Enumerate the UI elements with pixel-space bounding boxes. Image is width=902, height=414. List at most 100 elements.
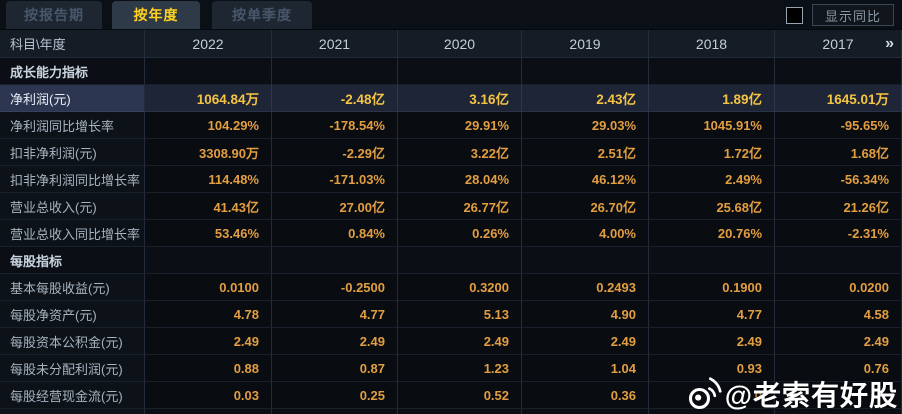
table-row[interactable]: 营业总收入(元) 41.43亿 27.00亿 26.77亿 26.70亿 25.68亿 21…	[0, 193, 902, 220]
section-row: 成长能力指标	[0, 58, 902, 85]
table-body: 成长能力指标 净利润(元) 1064.84万 -2.48亿 3.16亿 2.43亿 1.89…	[0, 58, 902, 409]
row-label: 每股指标	[0, 247, 145, 274]
cell-value: 4.58	[775, 301, 902, 328]
yoy-controls: 显示同比	[785, 3, 894, 27]
cell-value: 0.3200	[398, 274, 522, 301]
cell-value: 0.93	[649, 355, 775, 382]
cell-value	[522, 58, 649, 85]
row-label: 每股经营现金流(元)	[0, 382, 145, 409]
cell-value: 41.43亿	[145, 193, 272, 220]
row-label: 营业总收入(元)	[0, 193, 145, 220]
cell-value: 2.49	[272, 328, 398, 355]
cell-value: 21.26亿	[775, 193, 902, 220]
show-yoy-checkbox[interactable]	[785, 6, 803, 24]
cell-value: 2.49%	[649, 166, 775, 193]
cell-value: 2.49	[775, 328, 902, 355]
cell-value: 3308.90万	[145, 139, 272, 166]
tab-annual[interactable]: 按年度	[112, 1, 200, 29]
cell-value: -95.65%	[775, 112, 902, 139]
year-header-2017[interactable]: 2017 »	[775, 30, 902, 58]
cell-value: 26.77亿	[398, 193, 522, 220]
year-header-2020[interactable]: 2020	[398, 30, 522, 58]
table-row[interactable]: 扣非净利润同比增长率 114.48% -171.03% 28.04% 46.12% 2.4…	[0, 166, 902, 193]
cell-value: 1.04	[522, 355, 649, 382]
cell-value: 25.68亿	[649, 193, 775, 220]
cell-value: 0.87	[272, 355, 398, 382]
row-label: 扣非净利润(元)	[0, 139, 145, 166]
table-row[interactable]: 每股经营现金流(元) 0.03 0.25 0.52 0.36 0	[0, 382, 902, 409]
table-row[interactable]: 净利润(元) 1064.84万 -2.48亿 3.16亿 2.43亿 1.89亿 1645.…	[0, 85, 902, 112]
cell-value: 114.48%	[145, 166, 272, 193]
cell-value: -2.48亿	[272, 85, 398, 112]
tab-report-period[interactable]: 按报告期	[6, 1, 102, 29]
cell-value: 2.49	[145, 328, 272, 355]
cell-value: 1045.91%	[649, 112, 775, 139]
cell-value: 0.26%	[398, 220, 522, 247]
cell-value: 5.13	[398, 301, 522, 328]
cell-value: 1.89亿	[649, 85, 775, 112]
cell-value: 1.23	[398, 355, 522, 382]
cell-value: 20.76%	[649, 220, 775, 247]
cell-value	[272, 58, 398, 85]
row-label: 每股资本公积金(元)	[0, 328, 145, 355]
cell-value	[775, 247, 902, 274]
cell-value: 3.16亿	[398, 85, 522, 112]
table-row[interactable]: 营业总收入同比增长率 53.46% 0.84% 0.26% 4.00% 20.76% -2.…	[0, 220, 902, 247]
row-label: 成长能力指标	[0, 58, 145, 85]
more-years-icon[interactable]: »	[885, 34, 894, 52]
table-row[interactable]: 每股资本公积金(元) 2.49 2.49 2.49 2.49 2.49 2.49	[0, 328, 902, 355]
table-row[interactable]: 每股未分配利润(元) 0.88 0.87 1.23 1.04 0.93 0.76	[0, 355, 902, 382]
year-header-2019[interactable]: 2019	[522, 30, 649, 58]
cell-value: -178.54%	[272, 112, 398, 139]
cell-value: -0.2500	[272, 274, 398, 301]
cell-value: 104.29%	[145, 112, 272, 139]
cell-value	[272, 247, 398, 274]
table-row[interactable]: 净利润同比增长率 104.29% -178.54% 29.91% 29.03% 1045.…	[0, 112, 902, 139]
cell-value: 2.43亿	[522, 85, 649, 112]
table-row[interactable]: 基本每股收益(元) 0.0100 -0.2500 0.3200 0.2493 0.1900…	[0, 274, 902, 301]
cell-value: 1.72亿	[649, 139, 775, 166]
cell-value: 4.90	[522, 301, 649, 328]
cell-value: -2.29亿	[272, 139, 398, 166]
year-header-2017-label: 2017	[822, 35, 854, 52]
cell-value	[649, 58, 775, 85]
cell-value: 4.00%	[522, 220, 649, 247]
row-label: 净利润同比增长率	[0, 112, 145, 139]
row-label: 净利润(元)	[0, 85, 145, 112]
year-header-2022[interactable]: 2022	[145, 30, 272, 58]
corner-header: 科目\年度	[0, 30, 145, 58]
cell-value: 29.03%	[522, 112, 649, 139]
cell-value	[775, 58, 902, 85]
cell-value: 4.78	[145, 301, 272, 328]
cell-value: 0.2493	[522, 274, 649, 301]
year-header-2021[interactable]: 2021	[272, 30, 398, 58]
cell-value	[398, 58, 522, 85]
cell-value	[145, 58, 272, 85]
partial-row	[0, 409, 902, 414]
cell-value: 29.91%	[398, 112, 522, 139]
cell-value: 2.49	[522, 328, 649, 355]
table-row[interactable]: 扣非净利润(元) 3308.90万 -2.29亿 3.22亿 2.51亿 1.72亿 1.6…	[0, 139, 902, 166]
year-header-2018[interactable]: 2018	[649, 30, 775, 58]
cell-value: 0.76	[775, 355, 902, 382]
cell-value: 3.22亿	[398, 139, 522, 166]
tab-single-quarter[interactable]: 按单季度	[212, 1, 312, 29]
cell-value: 53.46%	[145, 220, 272, 247]
cell-value: 4.77	[272, 301, 398, 328]
cell-value: 4.77	[649, 301, 775, 328]
cell-value: 2.49	[398, 328, 522, 355]
cell-value	[649, 247, 775, 274]
table-header-row: 科目\年度 2022 2021 2020 2019 2018 2017 »	[0, 30, 902, 58]
cell-value: -2.31%	[775, 220, 902, 247]
table-row[interactable]: 每股净资产(元) 4.78 4.77 5.13 4.90 4.77 4.58	[0, 301, 902, 328]
cell-value: 0.03	[145, 382, 272, 409]
cell-value: 0.36	[522, 382, 649, 409]
cell-value: 0.84%	[272, 220, 398, 247]
show-yoy-label[interactable]: 显示同比	[811, 4, 894, 26]
cell-value	[522, 247, 649, 274]
cell-value: 46.12%	[522, 166, 649, 193]
cell-value: 0.0100	[145, 274, 272, 301]
partial-cell	[0, 409, 145, 414]
cell-value: -171.03%	[272, 166, 398, 193]
